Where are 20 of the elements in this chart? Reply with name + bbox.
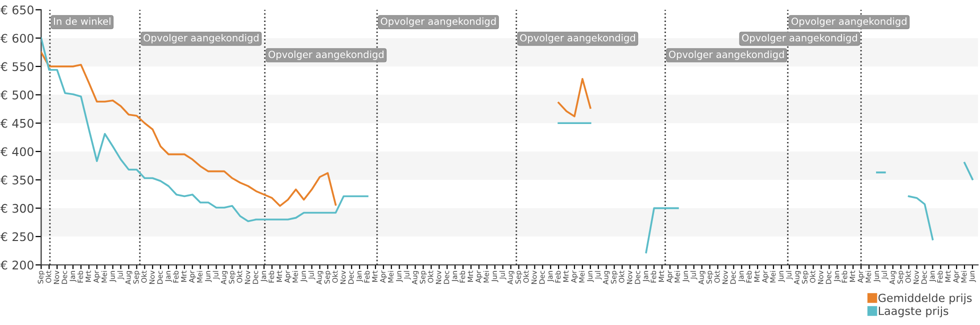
y-tick-label: € 250 (0, 232, 34, 242)
y-tick-label: € 450 (0, 118, 34, 128)
y-tick-label: € 650 (0, 5, 34, 14)
annotation: Opvolger aangekondigd (380, 17, 496, 27)
y-tick-label: € 300 (0, 204, 34, 213)
annotation: Opvolger aangekondigd (668, 50, 784, 60)
annotation: In de winkel (54, 17, 110, 25)
annotation: Opvolger aangekondigd (792, 17, 906, 27)
y-tick-label: € 600 (0, 34, 34, 43)
legend-label: Gemiddelde prijs (878, 293, 972, 304)
y-tick-label: € 200 (0, 260, 34, 270)
annotation: Opvolger aangekondigd (268, 50, 384, 60)
y-tick-label: € 500 (0, 90, 34, 100)
annotation: Opvolger aangekondigd (144, 34, 258, 44)
y-tick-label: € 400 (0, 147, 34, 156)
legend-label: Laagste prijs (878, 306, 948, 318)
y-tick-label: € 350 (0, 176, 34, 184)
annotation: Opvolger aangekondigd (742, 34, 857, 44)
y-tick-label: € 550 (0, 62, 34, 72)
annotation: Opvolger aangekondigd (520, 34, 635, 44)
